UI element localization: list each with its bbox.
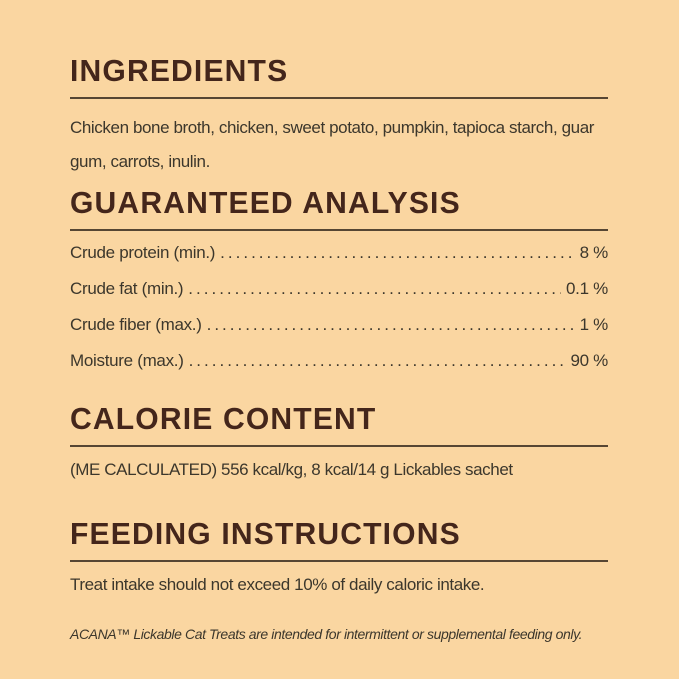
ingredients-title: INGREDIENTS: [70, 53, 289, 88]
guaranteed-analysis-title: GUARANTEED ANALYSIS: [70, 185, 461, 220]
table-row: Crude fat (min.) 0.1 %: [70, 279, 608, 298]
guaranteed-analysis-divider: [70, 229, 608, 231]
calorie-content-divider: [70, 445, 608, 447]
analysis-row-value: 0.1 %: [566, 279, 608, 298]
feeding-instructions-title: FEEDING INSTRUCTIONS: [70, 516, 461, 551]
calorie-content-text: (ME CALCULATED) 556 kcal/kg, 8 kcal/14 g…: [70, 460, 513, 479]
feeding-instructions-text: Treat intake should not exceed 10% of da…: [70, 575, 485, 594]
analysis-row-label: Crude fiber (max.): [70, 315, 202, 334]
leader-dots: [189, 351, 566, 370]
analysis-row-value: 90 %: [570, 351, 608, 370]
ingredients-section: INGREDIENTS Chicken bone broth, chicken,…: [70, 55, 608, 179]
feeding-instructions-divider: [70, 560, 608, 562]
analysis-row-label: Crude fat (min.): [70, 279, 184, 298]
disclaimer-footnote: ACANA™ Lickable Cat Treats are intended …: [70, 626, 583, 642]
table-row: Crude protein (min.) 8 %: [70, 243, 608, 262]
feeding-instructions-section: FEEDING INSTRUCTIONS Treat intake should…: [70, 518, 608, 642]
leader-dots: [220, 243, 574, 262]
analysis-row-value: 8 %: [579, 243, 609, 262]
table-row: Crude fiber (max.) 1 %: [70, 315, 608, 334]
calorie-content-title: CALORIE CONTENT: [70, 401, 377, 436]
ingredients-text: Chicken bone broth, chicken, sweet potat…: [70, 118, 595, 171]
analysis-row-value: 1 %: [579, 315, 609, 334]
table-row: Moisture (max.) 90 %: [70, 351, 608, 370]
leader-dots: [207, 315, 575, 334]
guaranteed-analysis-section: GUARANTEED ANALYSIS Crude protein (min.)…: [70, 187, 608, 370]
analysis-row-label: Crude protein (min.): [70, 243, 216, 262]
leader-dots: [188, 279, 561, 298]
calorie-content-section: CALORIE CONTENT (ME CALCULATED) 556 kcal…: [70, 403, 608, 480]
guaranteed-analysis-table: Crude protein (min.) 8 % Crude fat (min.…: [70, 243, 608, 370]
ingredients-divider: [70, 97, 608, 99]
analysis-row-label: Moisture (max.): [70, 351, 184, 370]
